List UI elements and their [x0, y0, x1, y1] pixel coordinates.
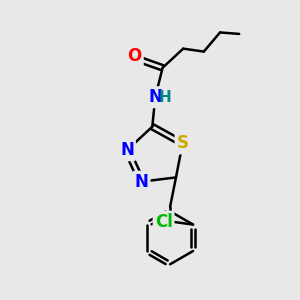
Text: N: N: [120, 141, 134, 159]
Text: O: O: [128, 47, 142, 65]
Text: N: N: [135, 172, 148, 190]
Text: H: H: [158, 90, 171, 105]
Text: S: S: [177, 134, 189, 152]
Text: N: N: [148, 88, 162, 106]
Text: Cl: Cl: [154, 213, 172, 231]
